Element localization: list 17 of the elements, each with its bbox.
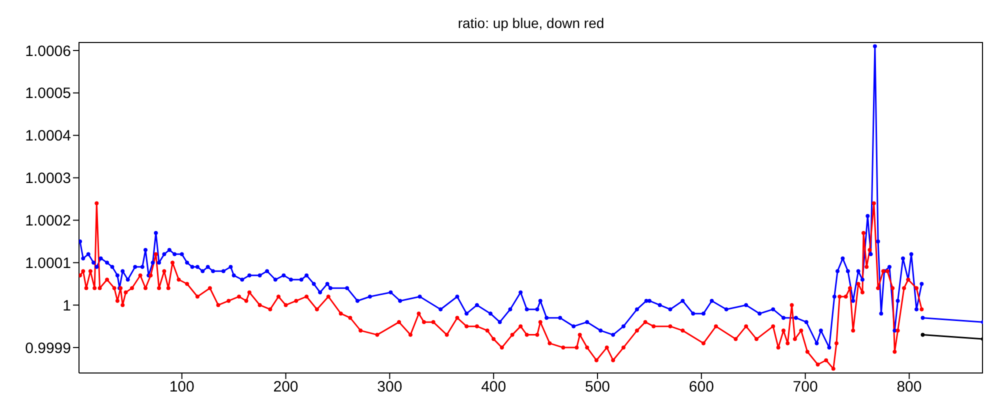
y-tick-label: 1.0004 — [25, 128, 71, 145]
x-tick-label: 100 — [169, 378, 194, 396]
x-tick-label: 500 — [584, 378, 610, 396]
x-tick-label: 600 — [688, 378, 714, 396]
y-tick-label: 1.0003 — [25, 170, 71, 188]
y-tick-label: 1 — [62, 297, 71, 314]
y-tick-label: 1.0002 — [25, 212, 71, 230]
y-tick-label: 1.0005 — [25, 85, 71, 102]
y-tick-label: 1.0006 — [25, 42, 71, 60]
y-tick-label: 1.0001 — [25, 254, 71, 272]
x-tick-label: 800 — [896, 378, 922, 396]
y-tick-label: 0.9999 — [25, 340, 71, 357]
chart-title: ratio: up blue, down red — [458, 15, 604, 31]
x-tick-label: 400 — [481, 378, 506, 396]
x-tick-label: 200 — [273, 378, 298, 396]
x-tick-label: 300 — [377, 378, 402, 396]
x-tick-label: 700 — [792, 378, 818, 396]
